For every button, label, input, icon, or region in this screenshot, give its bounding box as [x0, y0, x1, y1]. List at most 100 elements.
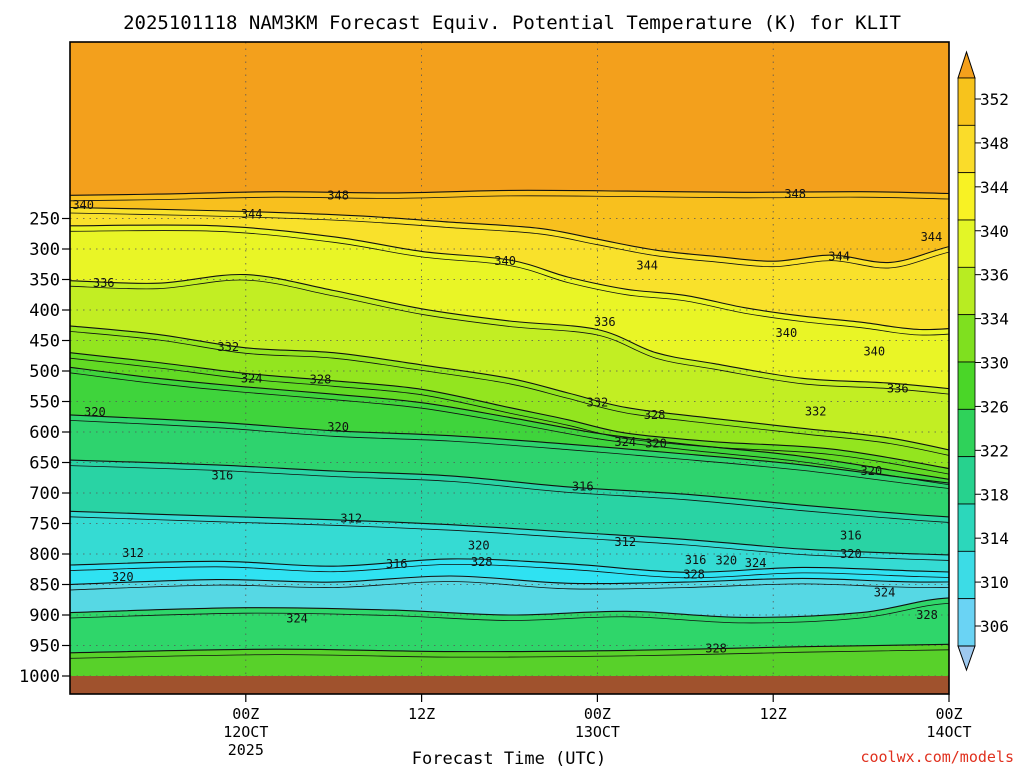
contour-line-324: [70, 597, 949, 618]
contour-label: 312: [340, 512, 362, 526]
contour-line-minor: [70, 581, 949, 591]
y-tick-label: 250: [29, 210, 60, 230]
contour-label: 344: [921, 230, 943, 244]
contour-line-minor: [70, 212, 949, 269]
plot-frame: [69, 41, 950, 695]
contour-line-minor: [70, 420, 949, 489]
colorbar-label: 318: [980, 485, 1009, 504]
colorbar-label: 306: [980, 617, 1009, 636]
colorbar: 352 348 344 340 336 334 330 326 322 318 314 310 306: [957, 50, 1009, 672]
x-tick-label: 14OCT: [926, 723, 971, 741]
y-tick-label: 800: [29, 545, 60, 565]
y-tick-label: 650: [29, 454, 60, 474]
colorbar-label: 322: [980, 441, 1009, 460]
x-tick-label: 00Z: [584, 705, 611, 723]
contour-label: 324: [874, 585, 896, 599]
contour-line-minor: [70, 331, 949, 456]
colorbar-label: 330: [980, 354, 1009, 373]
contour-label: 312: [614, 535, 636, 549]
colorbar-segment: [957, 456, 976, 505]
contour-line-316: [70, 459, 949, 518]
colorbar-top-arrow: [957, 50, 976, 79]
contour-label: 320: [468, 538, 490, 552]
contour-label: 316: [212, 468, 234, 482]
contour-line-328: [70, 643, 949, 654]
contour-label: 328: [705, 642, 727, 656]
contour-labels: 348 348 340 344 344 344 344 340 336 336 340 340 332 3…: [72, 187, 942, 655]
colorbar-segment: [957, 503, 976, 552]
contour-label: 324: [745, 556, 767, 570]
contour-label: 344: [828, 249, 850, 263]
y-tick-label: 300: [29, 240, 60, 260]
contour-line-348: [70, 189, 949, 196]
colorbar-label: 336: [980, 266, 1009, 285]
colorbar-segment: [957, 408, 976, 458]
contour-line-336: [70, 273, 949, 390]
y-tick-label: 700: [29, 484, 60, 504]
contour-line-340: [70, 224, 949, 331]
contour-line-344: [70, 206, 949, 264]
colorbar-segment: [957, 598, 976, 647]
y-tick-label: 900: [29, 606, 60, 626]
y-tick-label: 500: [29, 362, 60, 382]
gridlines: [70, 42, 949, 694]
surface-terrain-band: [70, 676, 949, 694]
contour-line-minor: [70, 649, 949, 659]
colorbar-segment: [957, 77, 976, 126]
contour-line-316: [70, 558, 949, 573]
contour-label: 320: [327, 420, 349, 434]
x-tick-label: 12OCT: [223, 723, 268, 741]
y-axis-pressure-ticks: 250 300 350 400 450 500 550 600 650 700 750 800 850 9…: [19, 210, 70, 687]
contour-label: 344: [636, 258, 658, 272]
contour-label: 336: [93, 276, 115, 290]
y-tick-label: 850: [29, 576, 60, 596]
credit-text: coolwx.com/models: [860, 748, 1014, 766]
x-tick-label: 2025: [228, 741, 264, 759]
colorbar-label: 352: [980, 90, 1009, 109]
contour-label: 328: [471, 555, 493, 569]
colorbar-segment: [957, 266, 976, 316]
colorbar-label: 310: [980, 573, 1009, 592]
contour-label: 328: [310, 373, 332, 387]
contour-label: 344: [241, 207, 263, 221]
contour-label: 316: [840, 529, 862, 543]
contour-label: 332: [805, 404, 827, 418]
y-tick-label: 400: [29, 301, 60, 321]
y-tick-label: 1000: [19, 667, 60, 687]
contour-label: 320: [84, 405, 106, 419]
contour-label: 320: [645, 437, 667, 451]
colorbar-segment: [957, 314, 976, 363]
contour-label: 324: [614, 435, 636, 449]
contour-label: 332: [217, 340, 239, 354]
x-tick-label: 12Z: [408, 705, 435, 723]
x-tick-label: 13OCT: [575, 723, 620, 741]
colorbar-label: 334: [980, 310, 1009, 329]
contour-label: 328: [683, 568, 705, 582]
contour-label: 324: [241, 371, 263, 385]
contour-label: 332: [587, 396, 609, 410]
contour-label: 328: [916, 608, 938, 622]
contour-label: 348: [327, 188, 349, 202]
y-tick-label: 450: [29, 332, 60, 352]
colorbar-label: 340: [980, 222, 1009, 241]
contour-line-minor: [70, 563, 949, 579]
contour-line-320: [70, 414, 949, 484]
x-tick-label: 00Z: [935, 705, 962, 723]
colorbar-label: 314: [980, 529, 1009, 548]
filled-contour-bands: [70, 42, 949, 694]
contour-line-minor: [70, 516, 949, 561]
colorbar-label: 326: [980, 397, 1009, 416]
contour-line-minor: [70, 602, 949, 624]
contour-lines: [70, 189, 949, 659]
y-tick-label: 950: [29, 637, 60, 657]
colorbar-segment: [957, 172, 976, 221]
colorbar-segment: [957, 550, 976, 600]
colorbar-segment: [957, 124, 976, 174]
contour-label: 312: [122, 546, 144, 560]
contour-line-minor: [70, 195, 949, 202]
chart-title: 2025101118 NAM3KM Forecast Equiv. Potent…: [123, 12, 901, 34]
x-tick-label: 12Z: [760, 705, 787, 723]
contour-label: 316: [386, 557, 408, 571]
